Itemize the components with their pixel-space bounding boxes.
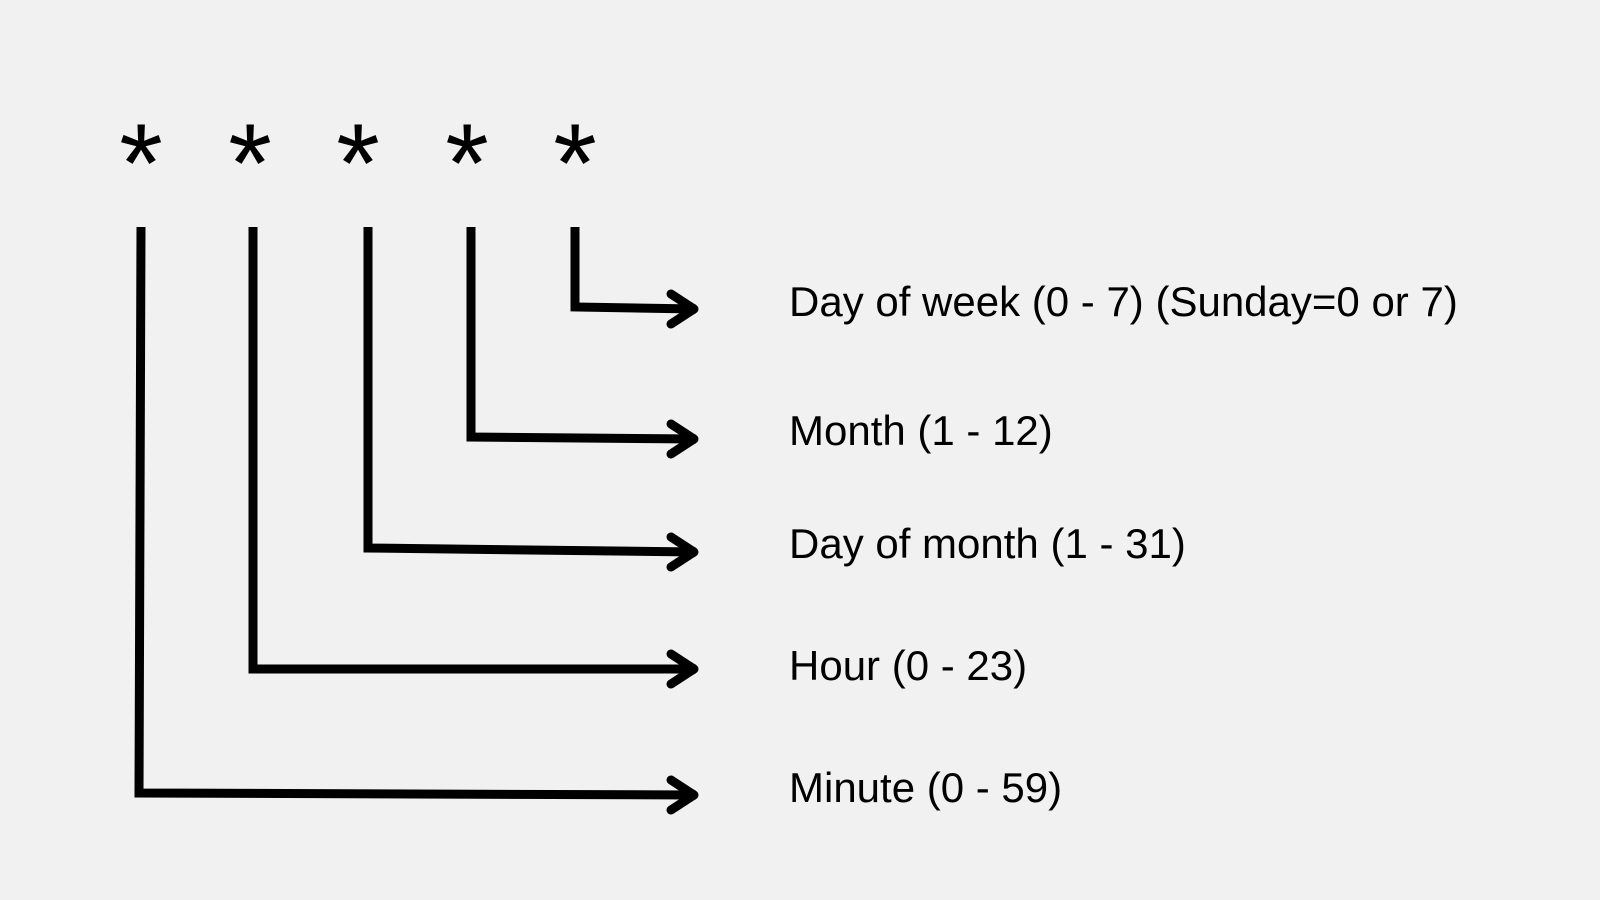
day-of-week-connector-line bbox=[570, 227, 697, 314]
day-of-week-arrowhead bbox=[666, 289, 699, 329]
month-label: Month (1 - 12) bbox=[789, 407, 1053, 454]
hour-asterisk: * bbox=[228, 101, 272, 226]
day-of-month-label: Day of month (1 - 31) bbox=[789, 520, 1186, 567]
minute-label: Minute (0 - 59) bbox=[789, 764, 1063, 811]
hour-arrowhead bbox=[666, 649, 699, 689]
day-of-week-asterisk: * bbox=[553, 101, 597, 226]
month-connector-line bbox=[466, 227, 697, 444]
day-of-month-arrowhead bbox=[666, 532, 699, 572]
minute-asterisk: * bbox=[119, 101, 163, 226]
month-arrowhead bbox=[666, 419, 699, 459]
hour-connector-line bbox=[248, 227, 696, 674]
day-of-month-asterisk: * bbox=[336, 101, 380, 226]
minute-arrowhead bbox=[666, 775, 699, 815]
day-of-week-label: Day of week (0 - 7) (Sunday=0 or 7) bbox=[789, 278, 1458, 325]
minute-connector-line bbox=[134, 226, 697, 800]
month-asterisk: * bbox=[445, 101, 489, 226]
hour-label: Hour (0 - 23) bbox=[789, 642, 1028, 689]
day-of-month-connector-line bbox=[363, 227, 697, 557]
